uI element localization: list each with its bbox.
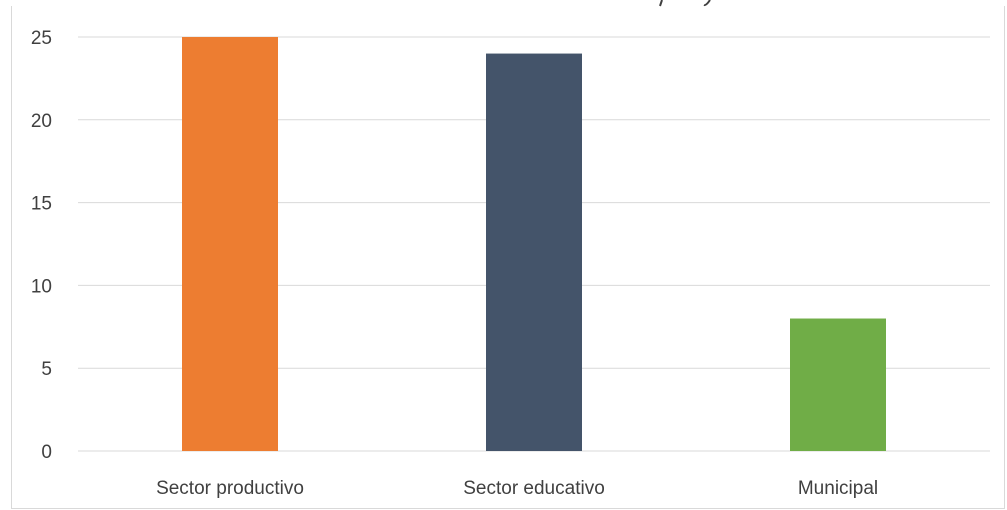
bar-sector-educativo: [486, 53, 582, 452]
y-tick-label: 10: [31, 276, 52, 297]
category-label: Sector educativo: [463, 478, 605, 499]
y-tick-label: 25: [31, 28, 52, 49]
y-tick-label: 0: [41, 442, 52, 463]
y-tick-label: 5: [41, 359, 52, 380]
cropped-title-fragment: [659, 0, 711, 7]
chart-frame: [11, 6, 1005, 509]
category-label: Municipal: [798, 478, 878, 499]
bar-municipal: [790, 318, 886, 451]
category-label: Sector productivo: [156, 478, 304, 499]
bar-sector-productivo: [182, 37, 278, 451]
y-tick-label: 20: [31, 111, 52, 132]
bars: [182, 37, 886, 452]
y-tick-label: 15: [31, 194, 52, 215]
y-axis-ticks: 0 5 10 15 20 25: [31, 28, 52, 463]
x-axis-categories: Sector productivo Sector educativo Municip…: [156, 478, 878, 499]
